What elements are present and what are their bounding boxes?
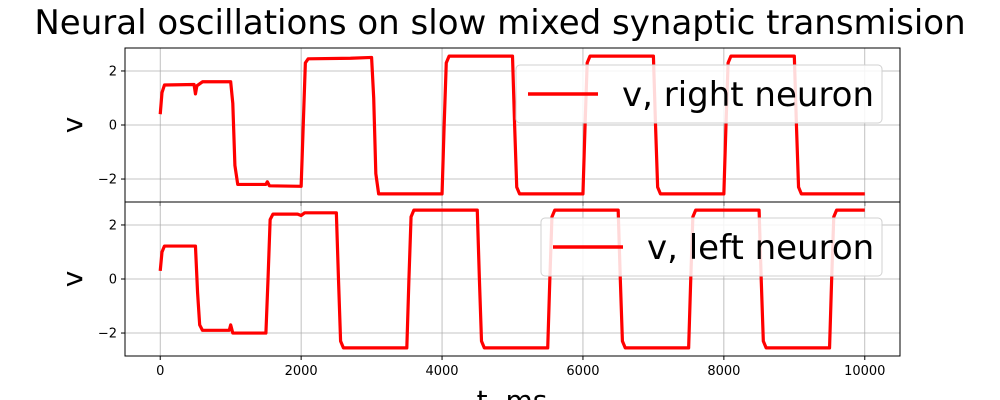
legend-label: v, left neuron (647, 228, 874, 268)
y-tick-label: 2 (109, 64, 117, 79)
legend-box (515, 64, 883, 124)
y-tick-label: 0 (109, 273, 117, 288)
y-tick-label: −2 (98, 173, 117, 188)
y-tick-label: 2 (109, 218, 117, 233)
legend-label: v, right neuron (622, 75, 874, 115)
x-tick-label: 6000 (566, 364, 599, 379)
axes-frame (124, 201, 901, 357)
x-tick-label: 2000 (285, 364, 318, 379)
y-tick-label: 0 (109, 119, 117, 134)
legend-box (540, 217, 883, 277)
x-tick-label: 10000 (844, 364, 885, 379)
y-tick-label: −2 (98, 327, 117, 342)
panel-left-neuron: −2 0 2 0 2000 4000 6000 8000 10000 v v, left neuro… (56, 201, 901, 379)
chart-title: Neural oscillations on slow mixed synapt… (34, 3, 965, 43)
legend: v, left neuron (540, 217, 883, 277)
series-line (158, 208, 865, 350)
panel-right-neuron: −2 0 2 v v, right neuron (56, 47, 901, 206)
x-tick-label: 0 (156, 364, 164, 379)
series-line (158, 54, 865, 196)
x-axis-label: t, ms (477, 384, 548, 400)
y-axis-label: v (56, 271, 89, 288)
x-tick-label: 4000 (425, 364, 458, 379)
legend: v, right neuron (515, 64, 883, 124)
x-tick-label: 8000 (707, 364, 740, 379)
y-axis-label: v (56, 117, 89, 134)
